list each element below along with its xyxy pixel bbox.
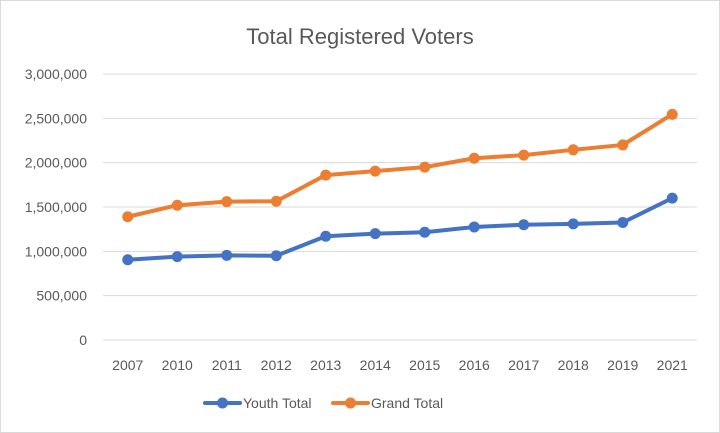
data-point [171,199,183,211]
series-group [122,108,678,266]
x-tick-label: 2019 [607,357,638,373]
data-point [171,251,183,263]
data-point [320,230,332,242]
x-tick-label: 2021 [657,357,688,373]
data-point [122,211,134,223]
gridlines [103,73,697,341]
data-point [270,195,282,207]
x-tick-label: 2007 [112,357,143,373]
data-point [369,228,381,240]
legend-item: Grand Total [331,395,443,411]
legend-marker-icon [217,397,228,409]
legend-label: Youth Total [243,395,312,411]
legend: Youth Total Grand Total [203,395,443,411]
data-point [270,250,282,262]
data-point [468,221,480,233]
legend-marker-icon [345,397,356,409]
data-point [468,152,480,164]
x-tick-label: 2013 [310,357,341,373]
data-point [666,192,678,204]
y-tick-label: 1,000,000 [25,243,87,259]
x-tick-label: 2015 [409,357,440,373]
data-point [221,249,233,261]
data-point [617,139,629,151]
data-point [320,169,332,181]
y-tick-label: 1,500,000 [25,199,87,215]
series-grand-total [122,108,678,223]
x-tick-label: 2011 [212,357,242,373]
data-point [518,149,530,161]
data-point [221,196,233,208]
data-point [518,219,530,231]
x-tick-label: 2018 [558,357,589,373]
y-tick-label: 500,000 [36,288,87,304]
y-tick-label: 0 [79,332,87,348]
data-point [666,108,678,120]
x-tick-label: 2017 [508,357,539,373]
y-tick-label: 3,000,000 [25,66,87,82]
data-point [122,254,134,266]
x-tick-label: 2016 [459,357,490,373]
series-youth-total [122,192,678,266]
data-point [567,218,579,230]
data-point [419,161,431,173]
series-line [125,112,675,219]
series-line [125,196,675,262]
y-axis: 0 500,000 1,000,000 1,500,000 2,000,000 2,500… [25,66,88,348]
y-tick-label: 2,500,000 [25,110,87,126]
data-point [567,144,579,156]
x-axis: 2007 2010 2011 2012 2013 2014 2015 2016 2017 2018… [112,357,688,373]
chart-title: Total Registered Voters [246,24,473,49]
data-point [369,165,381,177]
legend-label: Grand Total [371,395,443,411]
data-point [617,217,629,229]
data-point [419,226,431,238]
x-tick-label: 2010 [162,357,193,373]
x-tick-label: 2014 [360,357,391,373]
legend-item: Youth Total [203,395,312,411]
y-tick-label: 2,000,000 [25,155,87,171]
x-tick-label: 2012 [261,357,292,373]
